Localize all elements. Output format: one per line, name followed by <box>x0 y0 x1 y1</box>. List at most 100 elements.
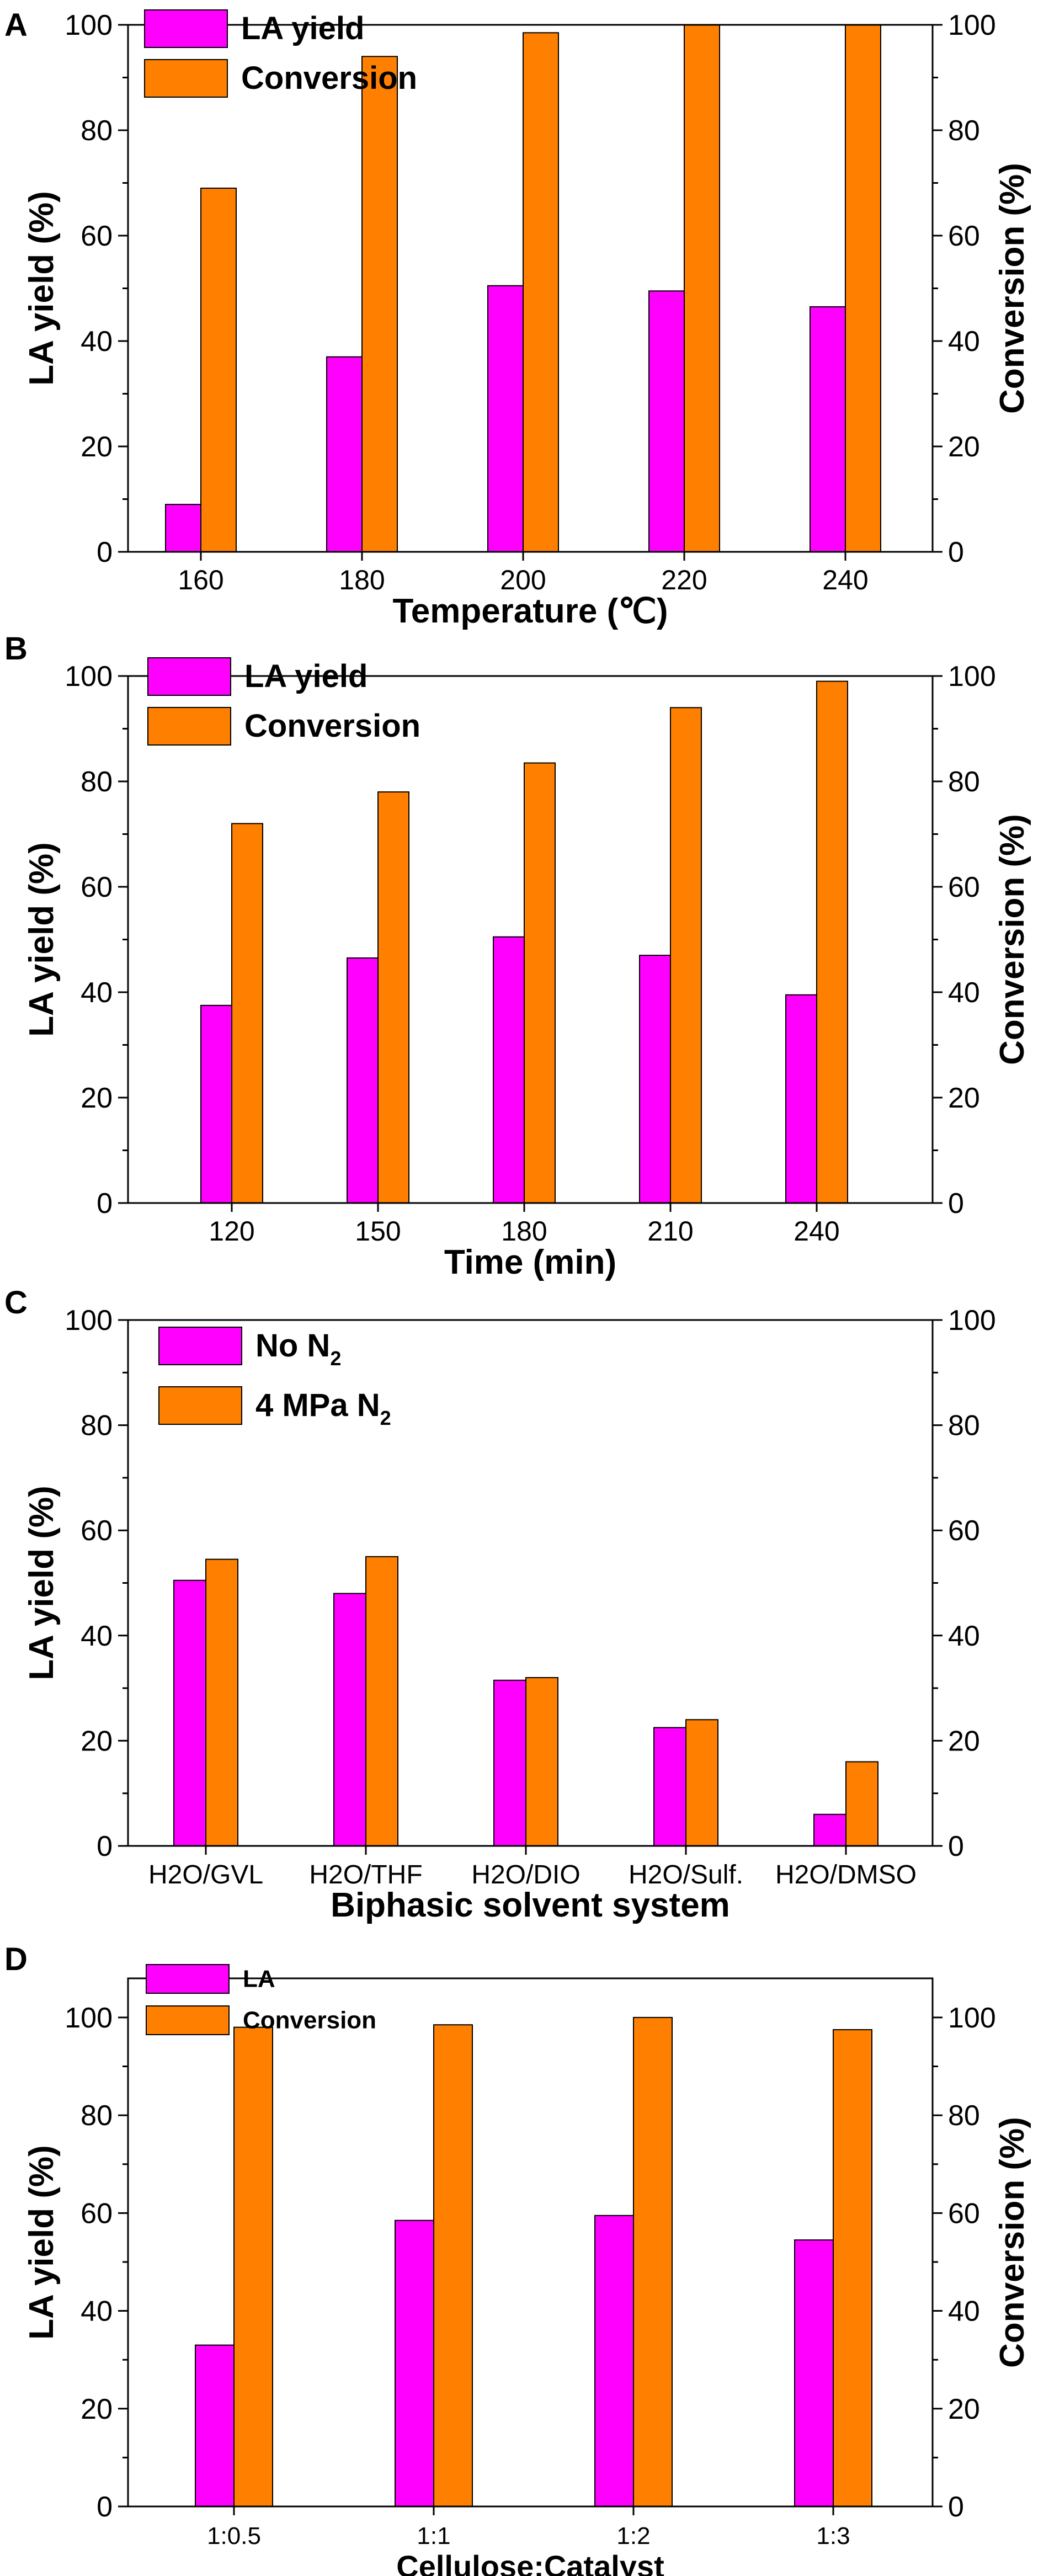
y-tick-label-right: 20 <box>948 1725 980 1757</box>
x-tick-label: 180 <box>339 565 385 595</box>
y-tick-label-right: 100 <box>948 2002 996 2034</box>
bar-conv-13 <box>833 2029 872 2508</box>
y-tick-label-right: 60 <box>948 871 980 903</box>
x-tick-label: 1:3 <box>816 2522 850 2550</box>
y-tick-label-left: 80 <box>81 2100 113 2132</box>
bar-la-13 <box>794 2239 834 2507</box>
y-tick-label-right: 40 <box>948 2296 980 2328</box>
x-tick-label: 1:2 <box>616 2522 650 2550</box>
y-tick-label-right: 100 <box>948 661 996 693</box>
y-tick-label-right: 0 <box>948 2491 964 2523</box>
legend-label-text: Conversion <box>241 60 417 96</box>
legend-swatch-la <box>144 9 228 48</box>
x-tick-label: H2O/THF <box>309 1860 422 1890</box>
y-tick-label-left: 60 <box>81 1515 113 1547</box>
x-tick-label: 200 <box>500 565 546 595</box>
y-tick-label-left: 40 <box>81 326 113 358</box>
bar-conv-160 <box>200 188 237 552</box>
legend-swatch-la <box>158 1327 242 1365</box>
y-tick-label-left: 100 <box>65 9 113 41</box>
x-tick-label: 160 <box>178 565 223 595</box>
y-axis-title-right: Conversion (%) <box>993 163 1031 414</box>
y-axis-title-left: LA yield (%) <box>23 191 61 386</box>
bar-la-150 <box>347 957 379 1204</box>
y-tick-label-left: 20 <box>81 431 113 463</box>
plot-frame <box>127 1977 934 2508</box>
legend-label-conv: 4 MPa N2 <box>255 1387 391 1429</box>
y-tick-label-left: 0 <box>97 1830 113 1862</box>
y-axis-title-left: LA yield (%) <box>23 842 61 1037</box>
y-tick-label-right: 60 <box>948 220 980 252</box>
y-tick-label-left: 80 <box>81 766 113 798</box>
x-tick-label: 180 <box>501 1216 547 1247</box>
x-tick-label: 1:0.5 <box>207 2522 261 2550</box>
y-axis-title-right: Conversion (%) <box>993 814 1031 1065</box>
chart-panel-b: B 0 0 20 20 40 40 60 60 80 80 100 100 120 150 180 210 240… <box>4 631 1031 1281</box>
bar-la-240 <box>785 994 817 1204</box>
y-tick-label-left: 0 <box>97 1188 113 1220</box>
bar-conv-105 <box>233 2026 273 2507</box>
chart-panel-c: C 0 0 20 20 40 40 60 60 80 80 100 100 H2O/GVL H2O/THF H… <box>4 1285 996 1924</box>
bar-conv-150 <box>377 791 409 1204</box>
x-axis-title: Biphasic solvent system <box>331 1886 730 1924</box>
legend-label-conv: Conversion <box>241 60 417 96</box>
bar-la-12 <box>594 2215 634 2507</box>
y-tick-label-right: 80 <box>948 115 980 147</box>
bar-conv-h2odmso <box>845 1761 878 1847</box>
bar-la-240 <box>810 306 846 552</box>
legend-label-conv: Conversion <box>244 708 420 744</box>
x-tick-label: 220 <box>661 565 707 595</box>
bar-conv-220 <box>684 24 720 552</box>
y-tick-label-right: 80 <box>948 2100 980 2132</box>
bar-conv-210 <box>670 707 702 1204</box>
legend-swatch-la <box>146 1964 230 1994</box>
y-tick-label-right: 100 <box>948 9 996 41</box>
y-tick-label-left: 20 <box>81 1725 113 1757</box>
bar-conv-240 <box>816 680 848 1204</box>
y-tick-label-left: 60 <box>81 220 113 252</box>
bar-la-160 <box>165 504 201 552</box>
bar-conv-200 <box>523 32 559 552</box>
legend-label-text: 4 MPa N <box>255 1387 380 1423</box>
x-tick-label: 240 <box>822 565 868 595</box>
y-tick-label-right: 60 <box>948 1515 980 1547</box>
bar-conv-h2osulf <box>685 1719 718 1847</box>
y-tick-label-right: 0 <box>948 1188 964 1220</box>
legend-label-text: LA yield <box>241 10 364 46</box>
bar-la-h2odio <box>493 1679 526 1846</box>
x-tick-label: 210 <box>647 1216 693 1247</box>
y-axis-title-left: LA yield (%) <box>23 1486 61 1680</box>
y-tick-label-left: 20 <box>81 2393 113 2425</box>
legend-label-text: No N <box>255 1328 330 1364</box>
x-axis-title: Time (min) <box>444 1243 616 1281</box>
bar-conv-180 <box>524 762 556 1204</box>
x-axis-title: Temperature (℃) <box>392 592 668 630</box>
y-tick-label-left: 80 <box>81 115 113 147</box>
bar-la-220 <box>648 290 685 553</box>
legend-label-la: LA <box>243 1966 275 1993</box>
y-tick-label-left: 20 <box>81 1082 113 1114</box>
y-tick-label-left: 80 <box>81 1410 113 1442</box>
y-tick-label-left: 40 <box>81 1620 113 1652</box>
y-tick-label-right: 0 <box>948 1830 964 1862</box>
bar-la-h2othf <box>333 1593 366 1847</box>
y-tick-label-left: 60 <box>81 871 113 903</box>
bar-conv-h2odio <box>525 1677 558 1847</box>
bar-conv-h2othf <box>365 1556 398 1847</box>
legend-swatch-conv <box>158 1386 242 1425</box>
legend: LA yield Conversion <box>144 9 417 98</box>
legend-swatch-la <box>147 657 231 696</box>
y-tick-label-right: 60 <box>948 2197 980 2229</box>
bar-conv-120 <box>231 823 263 1204</box>
y-tick-label-right: 20 <box>948 2393 980 2425</box>
bar-conv-180 <box>361 56 398 553</box>
x-tick-label: 240 <box>794 1216 839 1247</box>
legend: No N24 MPa N2 <box>158 1327 391 1429</box>
bar-la-h2ogvl <box>173 1579 206 1847</box>
y-tick-label-right: 40 <box>948 977 980 1009</box>
y-tick-label-right: 100 <box>948 1305 996 1337</box>
bar-la-210 <box>639 955 671 1204</box>
legend-label-la: LA yield <box>244 658 368 694</box>
legend-swatch-conv <box>146 2005 230 2035</box>
